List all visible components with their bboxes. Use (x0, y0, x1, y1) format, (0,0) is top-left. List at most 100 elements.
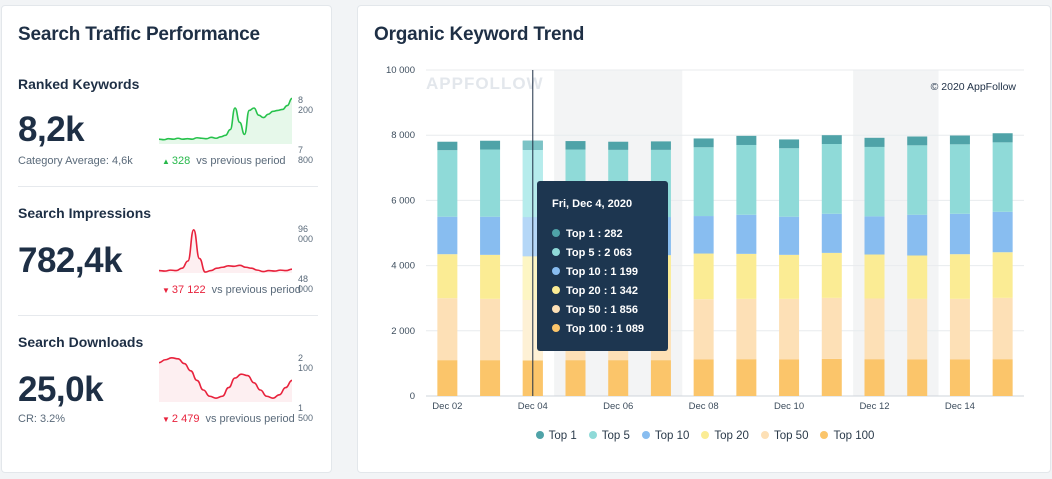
bar-segment[interactable] (480, 254, 501, 299)
bar-segment[interactable] (437, 254, 458, 299)
bar-segment[interactable] (480, 140, 501, 150)
bar-segment[interactable] (565, 360, 586, 396)
y-tick-label: 10 000 (386, 65, 415, 76)
bar-segment[interactable] (480, 298, 501, 361)
bar-segment[interactable] (693, 253, 714, 300)
legend-item[interactable]: Top 1 (535, 430, 577, 442)
legend-item[interactable]: Top 5 (588, 430, 630, 442)
divider (18, 315, 318, 316)
legend-item[interactable]: Top 10 (641, 430, 689, 442)
bar-segment[interactable] (437, 141, 458, 151)
bar-segment[interactable] (907, 255, 928, 299)
search-downloads-widget[interactable]: Search Downloads 25,0k CR: 3.2% 2 100 1 … (18, 334, 318, 459)
bar-segment[interactable] (821, 135, 842, 145)
metric-subtext: Category Average: 4,6k (18, 155, 133, 167)
bar-segment[interactable] (821, 213, 842, 253)
bar-segment[interactable] (992, 133, 1013, 143)
bar-segment[interactable] (949, 144, 970, 214)
bar-segment[interactable] (736, 135, 757, 145)
bar-segment[interactable] (821, 144, 842, 214)
y-tick-label: 8 000 (391, 130, 415, 141)
y-tick-label: 2 000 (391, 326, 415, 337)
bar-segment[interactable] (693, 359, 714, 396)
legend-dot-icon (820, 431, 829, 439)
bar-segment[interactable] (779, 254, 800, 299)
bar-segment[interactable] (864, 298, 885, 360)
bar-segment[interactable] (693, 216, 714, 254)
bar-segment[interactable] (736, 298, 757, 360)
ranked-keywords-widget[interactable]: Ranked Keywords 8,2k Category Average: 4… (18, 76, 318, 201)
bar-segment[interactable] (821, 297, 842, 359)
metric-title: Search Downloads (18, 334, 144, 350)
bar-segment[interactable] (821, 252, 842, 298)
legend-label: Top 20 (714, 430, 749, 442)
bar-segment[interactable] (650, 141, 671, 150)
bar-segment[interactable] (949, 254, 970, 299)
bar-segment[interactable] (907, 359, 928, 396)
bar-segment[interactable] (992, 297, 1013, 360)
search-impressions-widget[interactable]: Search Impressions 782,4k 96 000 48 000 … (18, 205, 318, 330)
bar-segment[interactable] (821, 358, 842, 396)
bar-segment[interactable] (608, 360, 629, 396)
bar-segment[interactable] (480, 149, 501, 217)
legend-item[interactable]: Top 50 (760, 430, 808, 442)
bar-segment[interactable] (480, 216, 501, 255)
bar-segment[interactable] (736, 214, 757, 254)
sparkline-axis-max: 2 100 (298, 353, 314, 373)
legend-item[interactable]: Top 100 (820, 430, 874, 442)
legend-item[interactable]: Top 20 (701, 430, 749, 442)
bar-segment[interactable] (864, 146, 885, 217)
bar-segment[interactable] (779, 148, 800, 217)
legend-dot-icon (701, 431, 710, 439)
bar-segment[interactable] (992, 211, 1013, 253)
bar-segment[interactable] (949, 359, 970, 396)
bar-segment[interactable] (693, 138, 714, 148)
bar-segment[interactable] (864, 216, 885, 255)
metric-value: 782,4k (18, 241, 123, 280)
bar-segment[interactable] (779, 359, 800, 396)
bar-segment[interactable] (437, 298, 458, 361)
x-tick-label: Dec 12 (859, 401, 889, 412)
bar-segment[interactable] (565, 141, 586, 150)
bar-segment[interactable] (693, 299, 714, 360)
bar-segment[interactable] (480, 360, 501, 396)
bar-segment[interactable] (693, 147, 714, 217)
delta-value: 328 (171, 155, 191, 167)
bar-segment[interactable] (864, 254, 885, 299)
divider (18, 186, 318, 187)
bar-segment[interactable] (907, 136, 928, 146)
legend-label: Top 100 (833, 430, 875, 442)
sparkline-axis-max: 8 200 (298, 95, 314, 115)
bar-segment[interactable] (992, 359, 1013, 396)
bar-segment[interactable] (779, 139, 800, 149)
bar-segment[interactable] (864, 137, 885, 147)
bar-segment[interactable] (949, 298, 970, 360)
bar-segment[interactable] (907, 298, 928, 360)
bar-segment[interactable] (437, 216, 458, 255)
series-dot-icon (552, 305, 560, 313)
organic-keyword-chart[interactable]: APPFOLLOW © 2020 AppFollow Dec 02 Dec 04 D… (358, 6, 1052, 426)
bar-segment[interactable] (437, 150, 458, 217)
series-dot-icon (552, 267, 560, 275)
bar-segment[interactable] (650, 360, 671, 396)
bar-segment[interactable] (992, 252, 1013, 298)
bar-segment[interactable] (907, 214, 928, 256)
legend-label: Top 5 (601, 430, 630, 442)
bar-segment[interactable] (864, 359, 885, 396)
bar-segment[interactable] (992, 142, 1013, 212)
bar-segment[interactable] (736, 144, 757, 215)
bar-segment[interactable] (608, 141, 629, 150)
bar-segment[interactable] (949, 213, 970, 255)
bar-segment[interactable] (779, 216, 800, 255)
bar-segment[interactable] (907, 145, 928, 215)
tooltip-row: Top 50 : 1 856 (552, 304, 638, 316)
delta-indicator: ▼ 37 122 vs previous period (162, 284, 301, 296)
bar-segment[interactable] (736, 253, 757, 299)
bar-segment[interactable] (779, 298, 800, 360)
bar-segment[interactable] (949, 135, 970, 145)
bar-segment[interactable] (437, 360, 458, 396)
delta-indicator: ▼ 2 479 vs previous period (162, 413, 295, 425)
bar-segment[interactable] (736, 359, 757, 396)
x-tick-label: Dec 06 (603, 401, 633, 412)
search-downloads-sparkline (158, 357, 293, 402)
